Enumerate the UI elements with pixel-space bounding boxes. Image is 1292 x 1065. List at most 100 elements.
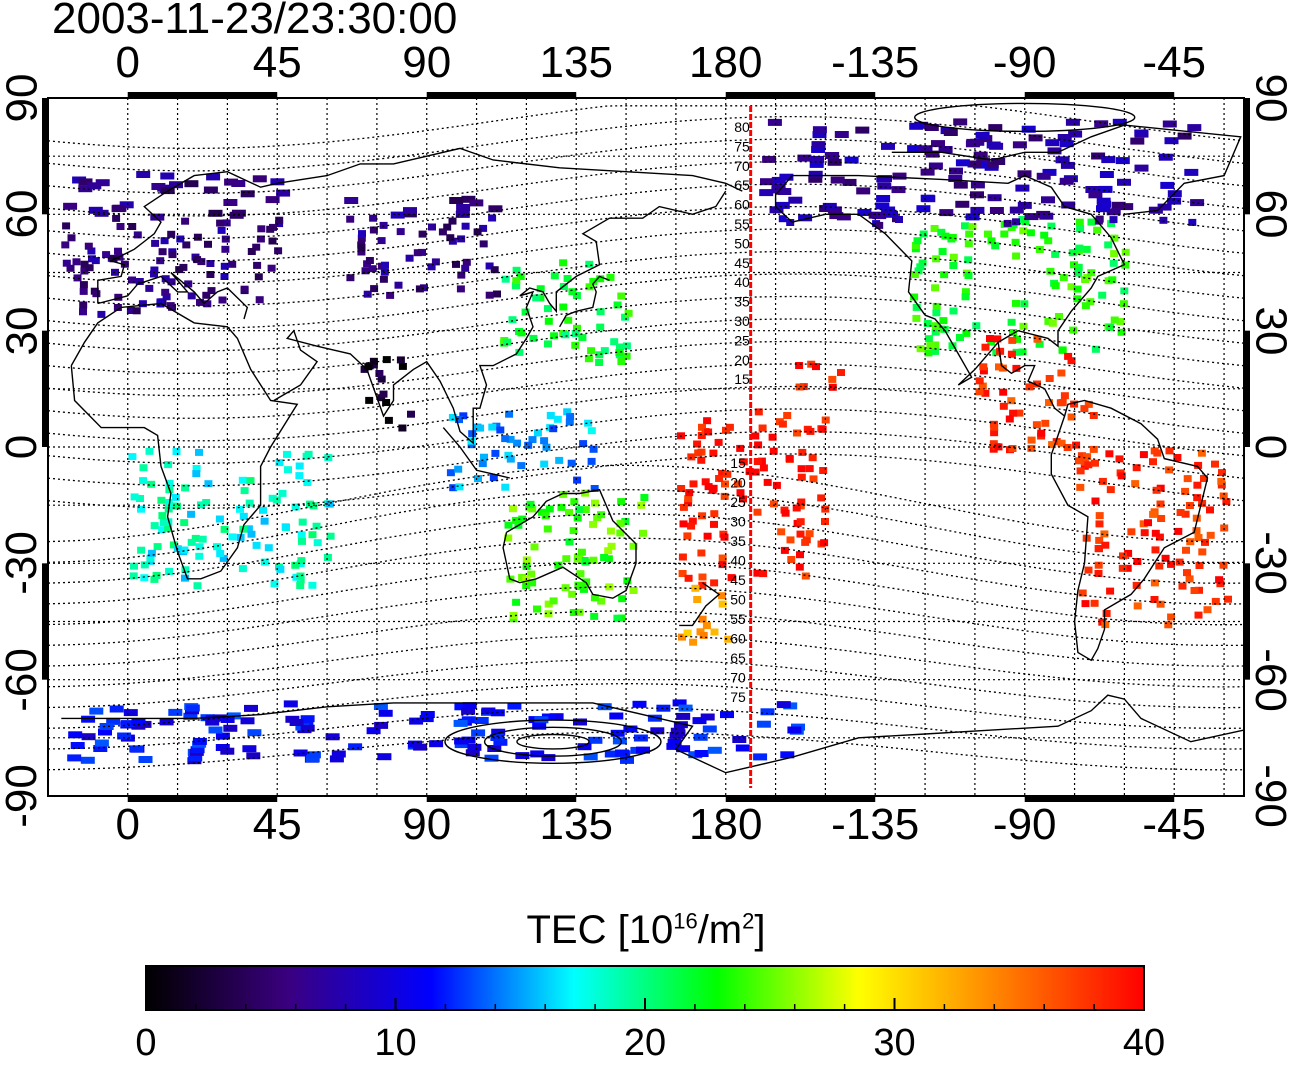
tec-cell [640, 494, 649, 501]
tec-cell [139, 477, 147, 485]
tec-cell [473, 228, 482, 236]
tec-cell [1119, 552, 1127, 560]
tec-cell [720, 711, 734, 719]
tec-cell [80, 260, 89, 268]
tec-cell [254, 273, 263, 281]
tec-cell [949, 262, 958, 269]
tec-cell [167, 230, 176, 238]
tec-cell [128, 276, 136, 284]
tec-cell [195, 448, 203, 456]
tec-cell [1110, 316, 1119, 324]
coastline [273, 190, 727, 445]
tec-cell [530, 543, 539, 551]
tec-cell [63, 202, 78, 210]
tec-cell [698, 423, 706, 431]
tec-cell [1057, 134, 1072, 141]
tec-cell [1045, 139, 1060, 147]
tec-cell [987, 338, 996, 346]
tec-cell [684, 574, 693, 582]
tec-cell [1112, 118, 1127, 126]
tec-cell [1190, 199, 1205, 207]
tec-cell [99, 723, 114, 730]
tec-cell [1015, 409, 1024, 417]
tec-cell [1013, 335, 1021, 343]
tec-cell [829, 212, 844, 220]
tec-cell [572, 292, 581, 299]
tec-cell [1047, 222, 1056, 230]
tec-cell [571, 341, 580, 349]
tec-cell [540, 460, 549, 468]
contour-line [47, 250, 1245, 307]
tec-cell [961, 222, 969, 230]
tec-cell [467, 743, 482, 751]
contour-line [47, 430, 1245, 487]
tec-cell [369, 361, 378, 369]
tec-cell [1041, 419, 1050, 427]
tec-cell [913, 237, 922, 245]
contour-line [47, 105, 1245, 150]
tec-cell [579, 440, 588, 448]
contour-label: 45 [734, 255, 750, 271]
tec-cell [162, 293, 171, 301]
tec-cell [228, 260, 237, 268]
tec-cell [1203, 606, 1212, 614]
tec-cell [931, 328, 940, 336]
tec-cell [165, 479, 174, 487]
tec-cell [147, 480, 156, 488]
tec-cell [968, 223, 977, 231]
tec-cell [1134, 164, 1149, 172]
contour-line [47, 586, 1245, 647]
tec-cell [990, 423, 999, 431]
tec-cell [1222, 498, 1231, 506]
tec-cell [493, 290, 501, 298]
tec-cell [697, 549, 706, 557]
tec-cell [986, 335, 994, 342]
tec-cell [931, 140, 945, 148]
tec-cell [925, 150, 940, 158]
tec-cell [984, 230, 992, 238]
tec-cell [1009, 206, 1024, 214]
tec-cell [780, 751, 795, 759]
tec-cell [503, 338, 512, 346]
tec-cell [545, 505, 554, 513]
tec-cell [1108, 276, 1117, 284]
tec-cell [751, 468, 760, 476]
tec-cell [1025, 383, 1034, 391]
contour-line [47, 363, 1245, 419]
tec-cell [965, 230, 974, 238]
tec-cell [80, 756, 95, 764]
tec-cell [1111, 201, 1126, 209]
contour-label: 30 [730, 514, 746, 530]
tec-cell [567, 459, 576, 467]
tec-cell [140, 561, 149, 569]
tec-cell [987, 237, 996, 245]
tec-cell [696, 628, 705, 636]
tec-cell [607, 542, 616, 550]
tec-cell [702, 725, 717, 733]
tec-cell [584, 355, 593, 363]
tec-cell [1183, 475, 1192, 483]
contour-label: 80 [734, 119, 750, 135]
tec-cell [555, 456, 564, 464]
contour-label: 35 [730, 533, 746, 549]
tec-cell [239, 512, 248, 520]
tec-cell [278, 489, 287, 497]
tec-cell [970, 191, 984, 199]
tec-cell [735, 744, 750, 752]
tec-cell [559, 490, 568, 498]
tec-cell [195, 543, 204, 551]
frame-bar-bottom [127, 796, 278, 802]
tec-cell [264, 544, 273, 552]
tec-cell [114, 293, 123, 301]
tec-cell [501, 435, 510, 443]
contour-label: 50 [734, 235, 750, 251]
tec-cell [1040, 231, 1049, 239]
tec-cell [617, 614, 626, 622]
tec-cell [727, 574, 736, 582]
tec-cell [1164, 621, 1173, 629]
tec-cell [244, 704, 258, 712]
tec-cell [361, 267, 370, 275]
tec-cell [760, 708, 775, 716]
tec-cell [202, 291, 211, 299]
tec-cell [808, 175, 823, 183]
